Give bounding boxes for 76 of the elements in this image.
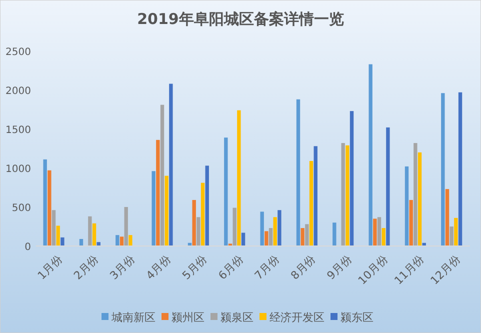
bar — [92, 223, 96, 246]
bar — [350, 111, 354, 246]
y-tick-label: 2500 — [6, 47, 31, 58]
bar — [120, 236, 124, 246]
x-tick-label: 12月份 — [428, 252, 463, 288]
bar — [458, 92, 462, 246]
x-tick-label: 6月份 — [216, 252, 246, 282]
bar — [368, 64, 372, 246]
bar — [260, 212, 264, 246]
bar — [268, 228, 273, 246]
bar — [278, 210, 282, 246]
bar — [341, 143, 345, 246]
bar — [200, 182, 205, 246]
bar — [414, 143, 418, 246]
bar — [296, 99, 300, 246]
bar — [241, 232, 246, 246]
bar — [88, 216, 92, 246]
x-tick-label: 10月份 — [356, 252, 390, 288]
bar — [332, 222, 336, 246]
bar — [377, 217, 382, 246]
bar — [305, 224, 309, 246]
bar — [404, 166, 409, 246]
legend-label: 城南新区 — [110, 311, 156, 324]
bar — [314, 146, 318, 246]
bar — [386, 127, 390, 246]
y-tick-label: 0 — [24, 242, 31, 253]
x-tick-label: 2月份 — [71, 252, 102, 282]
bar — [300, 228, 304, 246]
x-tick-label: 8月份 — [288, 252, 318, 282]
bar — [309, 160, 314, 246]
bar — [454, 218, 458, 246]
bar — [169, 84, 173, 246]
bar — [382, 228, 386, 246]
bar — [56, 226, 60, 246]
bar — [152, 171, 156, 246]
bar — [116, 235, 120, 246]
bar — [450, 226, 454, 246]
y-tick-label: 2000 — [6, 86, 31, 97]
y-tick-label: 1000 — [6, 164, 31, 175]
bar — [445, 189, 450, 246]
x-tick-label: 5月份 — [180, 252, 210, 282]
bar — [273, 217, 277, 246]
x-tick-label: 4月份 — [144, 252, 174, 282]
x-tick-label: 9月份 — [324, 252, 354, 282]
y-tick-label: 1500 — [6, 125, 31, 136]
x-tick-label: 3月份 — [107, 252, 138, 282]
bar — [128, 235, 132, 246]
bar — [43, 159, 47, 246]
bar — [60, 237, 64, 246]
legend-label: 颍东区 — [340, 311, 374, 324]
bar — [196, 217, 200, 246]
legend-label: 颍州区 — [172, 311, 204, 324]
bar — [160, 104, 164, 246]
bar — [156, 140, 160, 246]
bar — [418, 152, 422, 246]
x-tick-label: 1月份 — [35, 252, 65, 282]
legend-label: 经济开发区 — [270, 311, 324, 324]
bar — [346, 145, 350, 246]
y-tick-label: 500 — [12, 203, 31, 214]
x-tick-label: 7月份 — [252, 252, 282, 282]
bar — [232, 208, 236, 246]
bar — [373, 218, 377, 246]
bar — [409, 200, 413, 246]
bar — [237, 110, 241, 246]
bar — [48, 170, 52, 246]
bar — [164, 176, 168, 246]
bar — [205, 166, 209, 246]
x-tick-label: 11月份 — [392, 252, 427, 288]
bar — [192, 200, 196, 246]
bar — [52, 210, 56, 246]
legend-label: 颍泉区 — [220, 311, 254, 324]
bar — [264, 231, 268, 246]
bar — [441, 93, 445, 246]
bar — [224, 138, 228, 246]
chart-title: 2019年阜阳城区备案详情一览 — [137, 10, 344, 28]
bar — [124, 207, 128, 246]
